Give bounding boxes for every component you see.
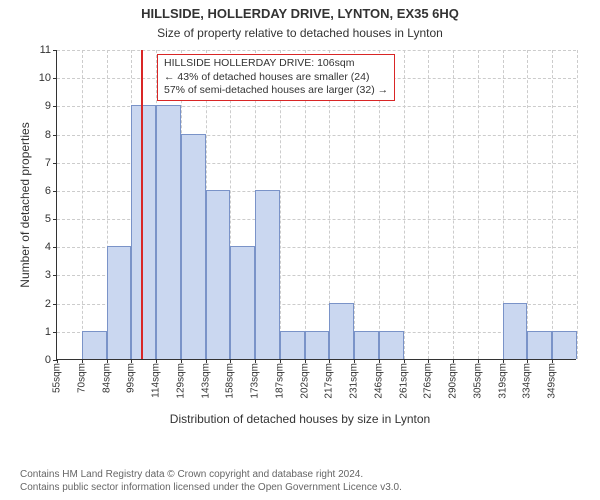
x-tick-label: 231sqm [349, 359, 360, 399]
x-tick-mark [552, 359, 553, 363]
annotation-line: 57% of semi-detached houses are larger (… [164, 84, 388, 98]
histogram-bar [206, 190, 231, 359]
histogram-bar [379, 331, 404, 359]
annotation-box: HILLSIDE HOLLERDAY DRIVE: 106sqm← 43% of… [157, 54, 395, 101]
histogram-bar [181, 134, 206, 359]
histogram-bar [255, 190, 280, 359]
y-tick-mark [53, 135, 57, 136]
x-tick-label: 202sqm [299, 359, 310, 399]
gridline-vertical [82, 50, 83, 359]
x-tick-label: 173sqm [250, 359, 261, 399]
gridline-vertical [527, 50, 528, 359]
x-tick-label: 70sqm [76, 359, 87, 393]
x-tick-label: 349sqm [547, 359, 558, 399]
annotation-line: HILLSIDE HOLLERDAY DRIVE: 106sqm [164, 57, 388, 71]
x-tick-mark [82, 359, 83, 363]
chart-subtitle: Size of property relative to detached ho… [0, 26, 600, 40]
x-tick-mark [206, 359, 207, 363]
histogram-bar [329, 303, 354, 359]
x-tick-label: 217sqm [324, 359, 335, 399]
y-tick-mark [53, 275, 57, 276]
x-tick-label: 319sqm [497, 359, 508, 399]
gridline-vertical [478, 50, 479, 359]
x-tick-mark [131, 359, 132, 363]
x-tick-label: 187sqm [274, 359, 285, 399]
x-tick-mark [404, 359, 405, 363]
x-tick-label: 99sqm [126, 359, 137, 393]
gridline-vertical [453, 50, 454, 359]
x-tick-label: 129sqm [175, 359, 186, 399]
gridline-vertical [552, 50, 553, 359]
x-tick-label: 276sqm [423, 359, 434, 399]
histogram-bar [305, 331, 330, 359]
y-tick-mark [53, 332, 57, 333]
x-tick-mark [503, 359, 504, 363]
histogram-bar [131, 105, 156, 359]
y-tick-mark [53, 163, 57, 164]
x-tick-label: 290sqm [448, 359, 459, 399]
x-tick-label: 143sqm [200, 359, 211, 399]
gridline-vertical [404, 50, 405, 359]
x-tick-mark [181, 359, 182, 363]
attribution-footer: Contains HM Land Registry data © Crown c… [20, 469, 402, 494]
y-tick-mark [53, 304, 57, 305]
x-tick-mark [354, 359, 355, 363]
y-axis-label: Number of detached properties [18, 50, 32, 360]
gridline-horizontal [57, 50, 576, 51]
marker-line [141, 50, 143, 359]
x-tick-mark [280, 359, 281, 363]
x-tick-mark [379, 359, 380, 363]
footer-line: Contains public sector information licen… [20, 482, 402, 495]
x-tick-mark [428, 359, 429, 363]
x-tick-label: 246sqm [373, 359, 384, 399]
x-tick-label: 84sqm [101, 359, 112, 393]
y-tick-mark [53, 191, 57, 192]
histogram-bar [107, 246, 132, 359]
x-tick-mark [57, 359, 58, 363]
chart-title: HILLSIDE, HOLLERDAY DRIVE, LYNTON, EX35 … [0, 6, 600, 21]
x-tick-mark [305, 359, 306, 363]
x-axis-label: Distribution of detached houses by size … [0, 412, 600, 426]
gridline-vertical [428, 50, 429, 359]
histogram-bar [230, 246, 255, 359]
x-tick-mark [107, 359, 108, 363]
x-tick-mark [453, 359, 454, 363]
histogram-bar [527, 331, 552, 359]
x-tick-label: 305sqm [472, 359, 483, 399]
footer-line: Contains HM Land Registry data © Crown c… [20, 469, 402, 482]
y-tick-mark [53, 106, 57, 107]
y-tick-mark [53, 219, 57, 220]
histogram-bar [552, 331, 577, 359]
x-tick-mark [156, 359, 157, 363]
histogram-bar [280, 331, 305, 359]
annotation-line: ← 43% of detached houses are smaller (24… [164, 71, 388, 85]
x-tick-mark [527, 359, 528, 363]
y-tick-mark [53, 78, 57, 79]
x-tick-mark [230, 359, 231, 363]
histogram-bar [354, 331, 379, 359]
gridline-vertical [577, 50, 578, 359]
y-tick-mark [53, 247, 57, 248]
plot-area: HILLSIDE HOLLERDAY DRIVE: 106sqm← 43% of… [56, 50, 576, 360]
x-tick-label: 114sqm [151, 359, 162, 398]
histogram-bar [156, 105, 181, 359]
x-tick-label: 55sqm [52, 359, 63, 393]
y-tick-mark [53, 50, 57, 51]
x-tick-mark [255, 359, 256, 363]
x-tick-label: 158sqm [225, 359, 236, 399]
chart-container: HILLSIDE, HOLLERDAY DRIVE, LYNTON, EX35 … [0, 0, 600, 500]
histogram-bar [82, 331, 107, 359]
histogram-bar [503, 303, 528, 359]
x-tick-mark [478, 359, 479, 363]
x-tick-label: 334sqm [522, 359, 533, 399]
x-tick-label: 261sqm [398, 359, 409, 399]
x-tick-mark [329, 359, 330, 363]
